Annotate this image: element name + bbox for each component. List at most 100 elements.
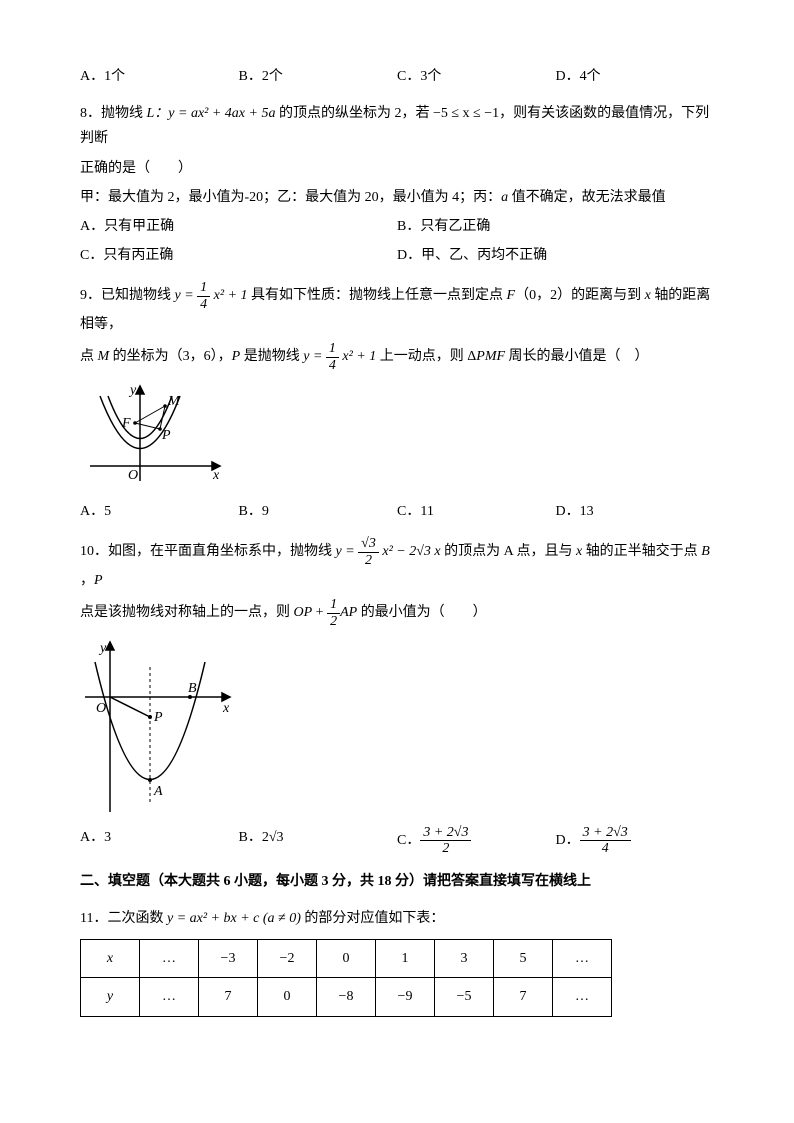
q8-stmt: 甲：最大值为 2，最小值为-20；乙：最大值为 20，最小值为 4；丙：a 值不… [80, 185, 714, 210]
q10-opt-d: D．3 + 2√34 [556, 825, 715, 857]
q10-post3: ， [80, 573, 94, 588]
q9-fn: 1 [197, 280, 210, 296]
q10-fig-a: A [153, 784, 163, 799]
q11-row-y: y … 7 0 −8 −9 −5 7 … [81, 978, 612, 1016]
q10-fig-y: y [98, 641, 107, 656]
q10-fig-b: B [188, 681, 197, 696]
q9-y2: y = [303, 349, 326, 364]
q8-line2: 正确的是（ ） [80, 156, 714, 181]
q9-mid4: 上一动点，则 Δ [376, 349, 476, 364]
q11-hx: x [81, 940, 140, 978]
section2-head: 二、填空题（本大题共 6 小题，每小题 3 分，共 18 分）请把答案直接填写在… [80, 869, 714, 894]
q11-pre: 二次函数 [107, 911, 167, 926]
q10-eqmid: x² − 2√3 x [379, 544, 441, 559]
q10-opt-b: B．2√3 [239, 825, 398, 857]
q10-fig-p: P [153, 710, 163, 725]
q10-fd: 2 [358, 553, 379, 568]
q10-opt-a: A．3 [80, 825, 239, 857]
q9-frac: 14 [197, 280, 210, 312]
q9-l2pre: 点 [80, 349, 98, 364]
q10-pvar: P [94, 573, 103, 588]
q10-b-pre: B．2 [239, 830, 269, 845]
q11-row-x: x … −3 −2 0 1 3 5 … [81, 940, 612, 978]
q9-fig-y: y [128, 383, 137, 398]
q10-post2: 轴的正半轴交于点 [582, 544, 701, 559]
q10-line1: 10．如图，在平面直角坐标系中，抛物线 y = √32 x² − 2√3 x 的… [80, 536, 714, 593]
q9-fig-x: x [212, 468, 220, 483]
q10-l2post: 的最小值为（ ） [357, 605, 487, 620]
q9-fig-m: M [167, 394, 181, 409]
q11-post: 的部分对应值如下表： [301, 911, 445, 926]
q10-hn: 1 [327, 597, 340, 613]
q10-fig-x: x [222, 701, 230, 716]
q7-opt-a: A．1个 [80, 64, 239, 89]
q9-opt-b: B．9 [239, 499, 398, 524]
q8-num: 8． [80, 106, 101, 121]
q10-b: B [701, 544, 710, 559]
q11-y0: … [140, 978, 199, 1016]
q11-eq: y = ax² + bx + c (a ≠ 0) [167, 911, 301, 926]
q10-op: OP [294, 605, 313, 620]
q11-y4: −9 [376, 978, 435, 1016]
q11-x4: 1 [376, 940, 435, 978]
q9-num: 9． [80, 288, 101, 303]
q11-hy: y [81, 978, 140, 1016]
q8-opt-c: C．只有丙正确 [80, 243, 397, 268]
q11: 11．二次函数 y = ax² + bx + c (a ≠ 0) 的部分对应值如… [80, 906, 714, 1017]
q10-pre: 如图，在平面直角坐标系中，抛物线 [108, 544, 336, 559]
q8-opts2: C．只有丙正确 D．甲、乙、丙均不正确 [80, 243, 714, 268]
q8-opts1: A．只有甲正确 B．只有乙正确 [80, 214, 714, 239]
q11-table: x … −3 −2 0 1 3 5 … y … 7 0 −8 −9 −5 7 … [80, 939, 612, 1016]
q8: 8．抛物线 L：y = ax² + 4ax + 5a 的顶点的纵坐标为 2，若 … [80, 101, 714, 268]
q10-d-pre: D． [556, 833, 580, 848]
q10-fn: √3 [358, 536, 379, 552]
q10-plus: + [312, 605, 327, 620]
q8-opt-b: B．只有乙正确 [397, 214, 714, 239]
q9-mid1: 具有如下性质：抛物线上任意一点到定点 [248, 288, 507, 303]
q9-pre: 已知抛物线 [101, 288, 175, 303]
q10-b-sqrt: √3 [269, 830, 284, 845]
q10-y: y = [336, 544, 359, 559]
q9-rest2: x² + 1 [339, 349, 376, 364]
q8-opt-d: D．甲、乙、丙均不正确 [397, 243, 714, 268]
q11-x1: −3 [199, 940, 258, 978]
q7-opt-c: C．3个 [397, 64, 556, 89]
q8-math1: L：y = ax² + 4ax + 5a [147, 106, 276, 121]
q10-post1: 的顶点为 A 点，且与 [441, 544, 576, 559]
q8-t1pre: 抛物线 [101, 106, 147, 121]
q11-y6: 7 [494, 978, 553, 1016]
q9-fig-o: O [128, 468, 138, 483]
q7-opt-b: B．2个 [239, 64, 398, 89]
q9-mc: 的坐标为（3，6）， [109, 349, 232, 364]
q11-line: 11．二次函数 y = ax² + bx + c (a ≠ 0) 的部分对应值如… [80, 906, 714, 931]
q11-y2: 0 [258, 978, 317, 1016]
q9-fig-p: P [161, 428, 171, 443]
q8-line1: 8．抛物线 L：y = ax² + 4ax + 5a 的顶点的纵坐标为 2，若 … [80, 101, 714, 151]
q9-rest: x² + 1 [210, 288, 247, 303]
q10-figure: y x O P B A [80, 637, 240, 817]
q8-opt-a: A．只有甲正确 [80, 214, 397, 239]
q9-fn2: 1 [326, 341, 339, 357]
q9-p: P [232, 349, 241, 364]
q11-x3: 0 [317, 940, 376, 978]
q9-fig-f: F [121, 416, 131, 431]
q11-y7: … [553, 978, 612, 1016]
q9-pmf: PMF [476, 349, 505, 364]
q10-opts: A．3 B．2√3 C． 3 + 2√3 2 D．3 + 2√34 [80, 825, 714, 857]
q11-x6: 5 [494, 940, 553, 978]
q10-hd: 2 [327, 614, 340, 629]
q10-c-pre: C． [397, 833, 420, 848]
q10-l2pre: 点是该抛物线对称轴上的一点，则 [80, 605, 294, 620]
q9-y: y = [175, 288, 198, 303]
q10-dd: 4 [580, 841, 631, 856]
q10-dn: 3 + 2√3 [580, 825, 631, 841]
q10: 10．如图，在平面直角坐标系中，抛物线 y = √32 x² − 2√3 x 的… [80, 536, 714, 857]
q9-opt-a: A．5 [80, 499, 239, 524]
q11-num: 11． [80, 911, 107, 926]
q9-mid3: 是抛物线 [240, 349, 303, 364]
q10-cd: 2 [420, 841, 471, 856]
q9-m: M [98, 349, 110, 364]
q9-fd: 4 [197, 297, 210, 312]
q9-opt-c: C．11 [397, 499, 556, 524]
q7-options: A．1个 B．2个 C．3个 D．4个 [80, 64, 714, 89]
